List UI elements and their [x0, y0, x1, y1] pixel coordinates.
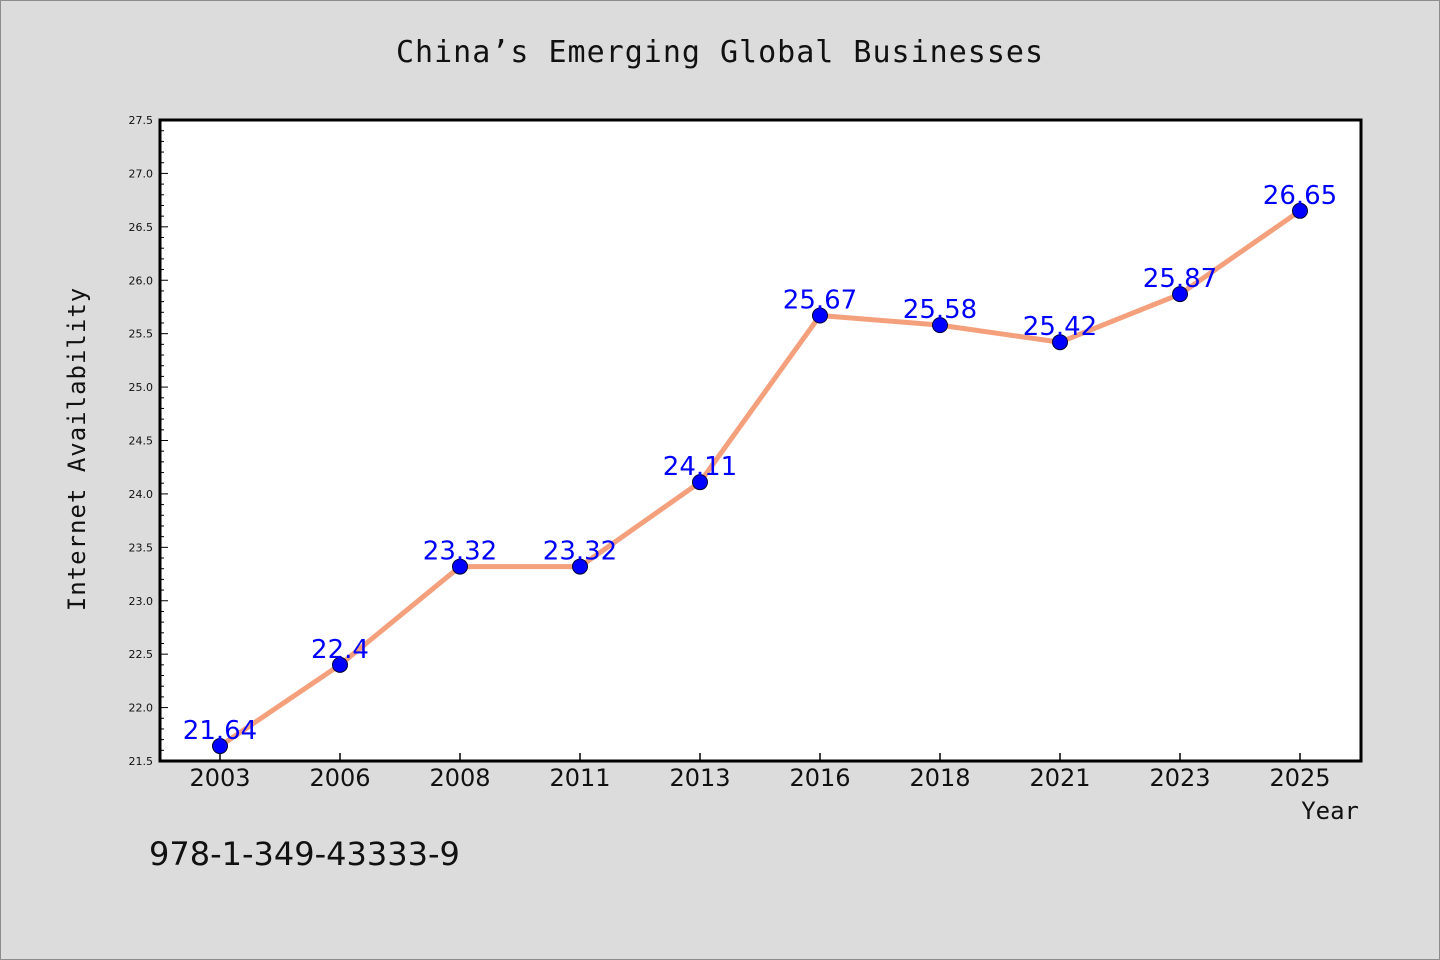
- data-label: 23.32: [423, 537, 497, 567]
- data-point: [1052, 334, 1068, 351]
- y-tick-label: 22.5: [129, 648, 154, 661]
- isbn-text: 978-1-349-43333-9: [149, 835, 460, 873]
- x-tick-label: 2016: [789, 764, 850, 792]
- x-tick-label: 2013: [669, 764, 730, 792]
- data-label: 24.11: [663, 452, 737, 482]
- data-point: [812, 307, 828, 324]
- data-point: [692, 474, 708, 491]
- y-tick-label: 24.0: [129, 488, 154, 501]
- data-label: 25.67: [783, 286, 857, 316]
- y-tick-label: 22.0: [129, 702, 154, 715]
- data-point: [452, 558, 468, 575]
- x-tick-label: 2011: [549, 764, 610, 792]
- y-tick-label: 27.5: [129, 114, 154, 127]
- data-label: 25.87: [1143, 264, 1217, 294]
- data-label: 25.58: [903, 295, 977, 325]
- data-label: 23.32: [543, 537, 617, 567]
- y-tick-label: 21.5: [129, 755, 154, 768]
- plot-area: [160, 120, 1361, 761]
- x-tick-label: 2018: [909, 764, 970, 792]
- y-tick-label: 25.0: [129, 381, 154, 394]
- y-tick-label: 27.0: [129, 167, 154, 180]
- data-point: [212, 738, 228, 755]
- data-point: [332, 656, 348, 673]
- x-tick-label: 2003: [189, 764, 250, 792]
- x-axis-label: Year: [1301, 797, 1359, 825]
- x-tick-label: 2025: [1269, 764, 1330, 792]
- data-label: 22.4: [311, 635, 369, 665]
- chart-title: China’s Emerging Global Businesses: [395, 35, 1045, 70]
- data-point: [572, 558, 588, 575]
- x-tick-label: 2021: [1029, 764, 1090, 792]
- data-label: 21.64: [183, 716, 257, 746]
- y-tick-label: 25.5: [129, 328, 154, 341]
- data-point: [1172, 286, 1188, 303]
- y-tick-label: 26.0: [129, 274, 154, 287]
- plot-frame: [158, 118, 1363, 763]
- y-tick-label: 23.0: [129, 595, 154, 608]
- series-line: [217, 208, 1303, 749]
- data-label: 25.42: [1023, 312, 1097, 342]
- x-tick-label: 2008: [429, 764, 490, 792]
- x-tick-label: 2006: [309, 764, 370, 792]
- y-tick-label: 23.5: [129, 541, 154, 554]
- data-point: [1292, 202, 1308, 219]
- x-tick-label: 2023: [1149, 764, 1210, 792]
- y-tick-label: 24.5: [129, 435, 154, 448]
- data-label: 26.65: [1263, 181, 1337, 211]
- y-tick-label: 26.5: [129, 221, 154, 234]
- data-point: [932, 317, 948, 334]
